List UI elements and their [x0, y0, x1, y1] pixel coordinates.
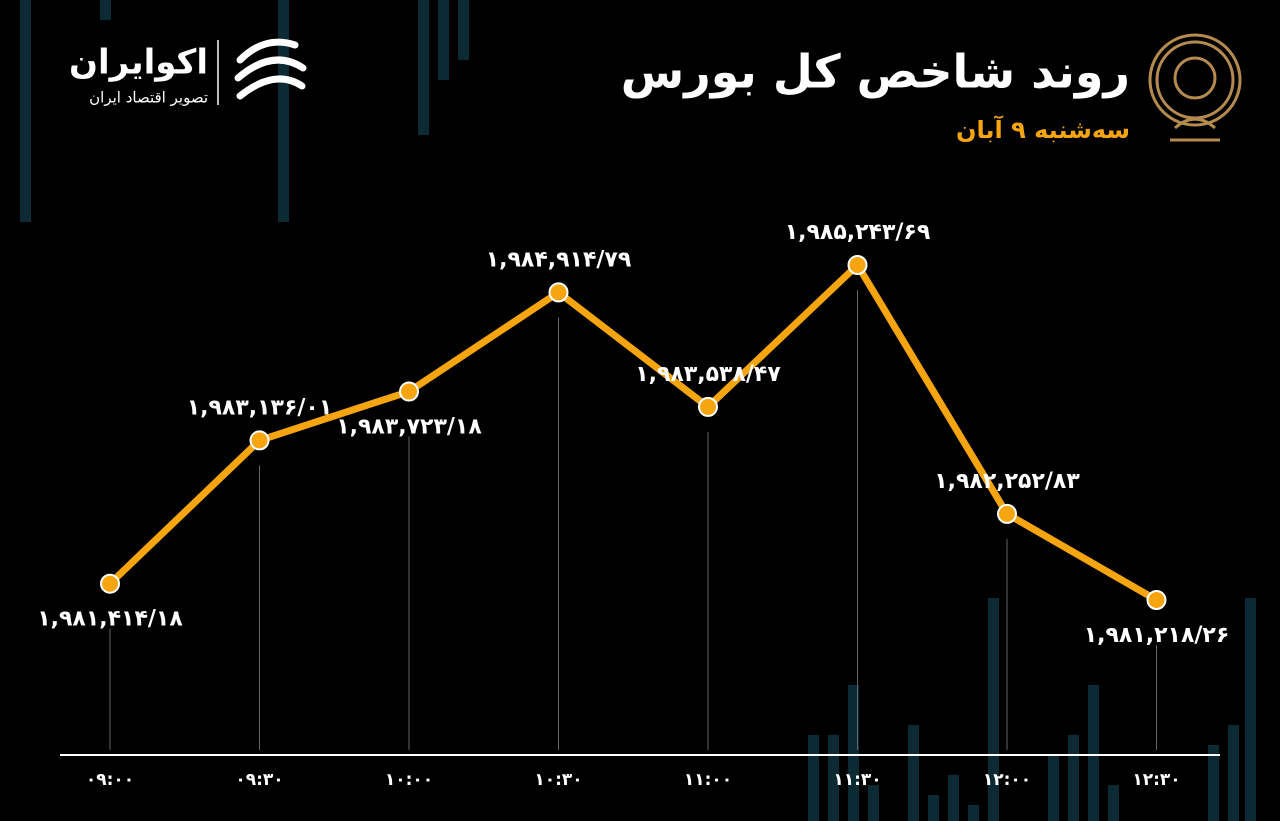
- point: [548, 282, 569, 303]
- x-tick-label: ۱۲:۳۰: [1132, 770, 1180, 790]
- point: [1146, 590, 1167, 610]
- value-label: ۱,۹۸۵,۲۴۳/۶۹: [785, 220, 931, 245]
- subtitle: سه‌شنبه ۹ آبان: [956, 115, 1130, 144]
- value-label: ۱,۹۸۱,۲۱۸/۲۶: [1084, 623, 1230, 648]
- title: روند شاخص کل بورس: [621, 45, 1130, 99]
- x-tick-label: ۰۹:۰۰: [86, 770, 134, 790]
- value-label: ۱,۹۸۴,۹۱۴/۷۹: [486, 247, 632, 272]
- x-tick-label: ۱۲:۰۰: [983, 770, 1031, 790]
- emblem: [1148, 33, 1242, 142]
- x-tick-label: ۱۰:۳۰: [534, 770, 582, 790]
- point: [847, 255, 868, 275]
- value-label: ۱,۹۸۳,۵۳۸/۴۷: [635, 362, 781, 387]
- point: [399, 381, 419, 402]
- point: [997, 503, 1017, 524]
- point: [698, 396, 718, 417]
- value-label: ۱,۹۸۱,۴۱۴/۱۸: [37, 607, 183, 632]
- brand-logo: [234, 38, 307, 100]
- value-label: ۱,۹۸۳,۱۳۶/۰۱: [187, 395, 333, 420]
- value-label: ۱,۹۸۳,۷۲۳/۱۸: [336, 415, 482, 440]
- x-tick-label: ۰۹:۳۰: [235, 770, 283, 790]
- x-tick-label: ۱۰:۰۰: [385, 770, 433, 790]
- brand-tagline: تصویر اقتصاد ایران: [89, 89, 208, 107]
- point: [249, 430, 270, 451]
- point: [100, 573, 120, 594]
- background-bars: [20, 0, 1256, 821]
- value-label: ۱,۹۸۲,۲۵۲/۸۳: [934, 469, 1080, 494]
- line: [107, 261, 1159, 604]
- x-tick-label: ۱۱:۰۰: [684, 770, 732, 790]
- x-tick-label: ۱۱:۳۰: [833, 770, 881, 790]
- brand-name: اکوایران: [69, 43, 208, 83]
